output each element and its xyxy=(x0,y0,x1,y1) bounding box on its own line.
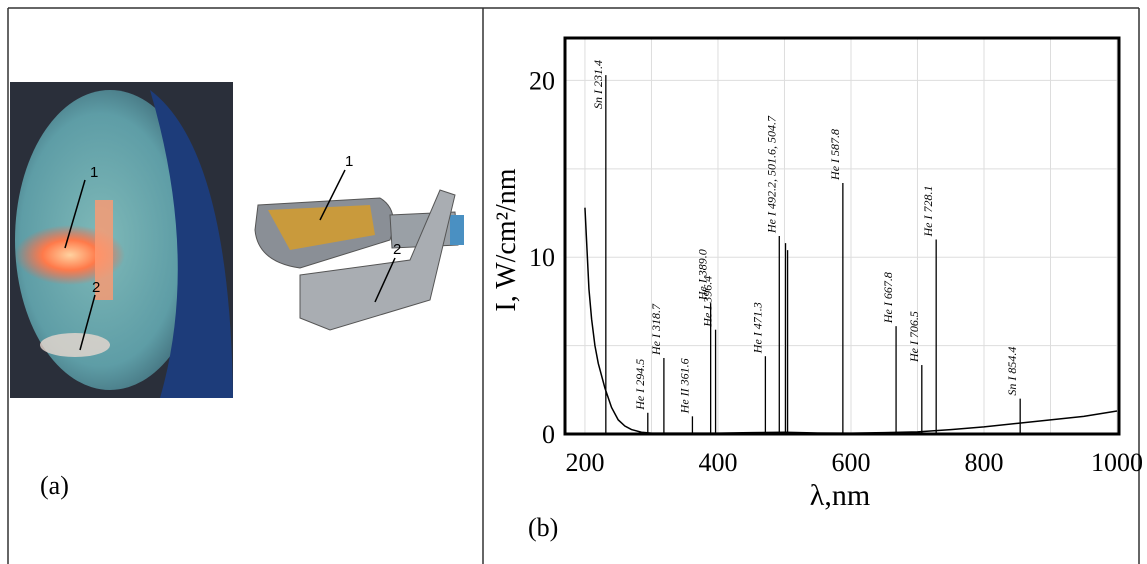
x-axis-label: λ,nm xyxy=(810,479,870,512)
photo-label: 1 xyxy=(90,164,98,181)
peak-label: He I 396.4 xyxy=(701,276,715,328)
peak-label: He II 361.6 xyxy=(677,358,691,414)
x-tick-label: 400 xyxy=(698,448,737,477)
plot-border xyxy=(563,36,1121,436)
peak-label: He I 318.7 xyxy=(649,303,663,356)
y-tick-label: 0 xyxy=(542,420,555,449)
y-tick-label: 10 xyxy=(529,243,555,272)
peak-label: He I 587.8 xyxy=(828,129,842,181)
peak-label: He I 294.5 xyxy=(633,359,647,411)
peak-label: Sn I 854.4 xyxy=(1005,347,1019,396)
y-axis-label: I, W/cm²/nm xyxy=(491,168,522,311)
x-tick-label: 200 xyxy=(565,448,604,477)
peak-label: He I 492.2, 501.6, 504.7 xyxy=(764,115,778,234)
photo-label: 2 xyxy=(92,279,100,296)
peak-label: He I 389.0 xyxy=(696,249,710,301)
device-label: 1 xyxy=(345,153,353,170)
y-tick-label: 20 xyxy=(529,66,555,95)
x-tick-label: 800 xyxy=(964,448,1003,477)
peak-label: He I 728.1 xyxy=(921,186,935,238)
peak-label: Sn I 231.4 xyxy=(591,60,605,109)
panel-label: (a) xyxy=(40,471,69,500)
photo-plasma xyxy=(10,82,233,398)
x-tick-label: 1000 xyxy=(1091,448,1143,477)
peak-label: He I 471.3 xyxy=(750,302,764,354)
device-label: 2 xyxy=(393,241,401,258)
frame xyxy=(7,7,1140,564)
plot: 200 400 600 800 1000 0 10 20 λ,nm I, W/cm²/nm Sn I… xyxy=(491,36,1143,512)
panel-label: (b) xyxy=(528,513,558,542)
peak-label: He I 667.8 xyxy=(881,272,895,324)
peak-label: He I 706.5 xyxy=(907,311,921,363)
x-tick-label: 600 xyxy=(831,448,870,477)
photo-device xyxy=(254,169,464,331)
